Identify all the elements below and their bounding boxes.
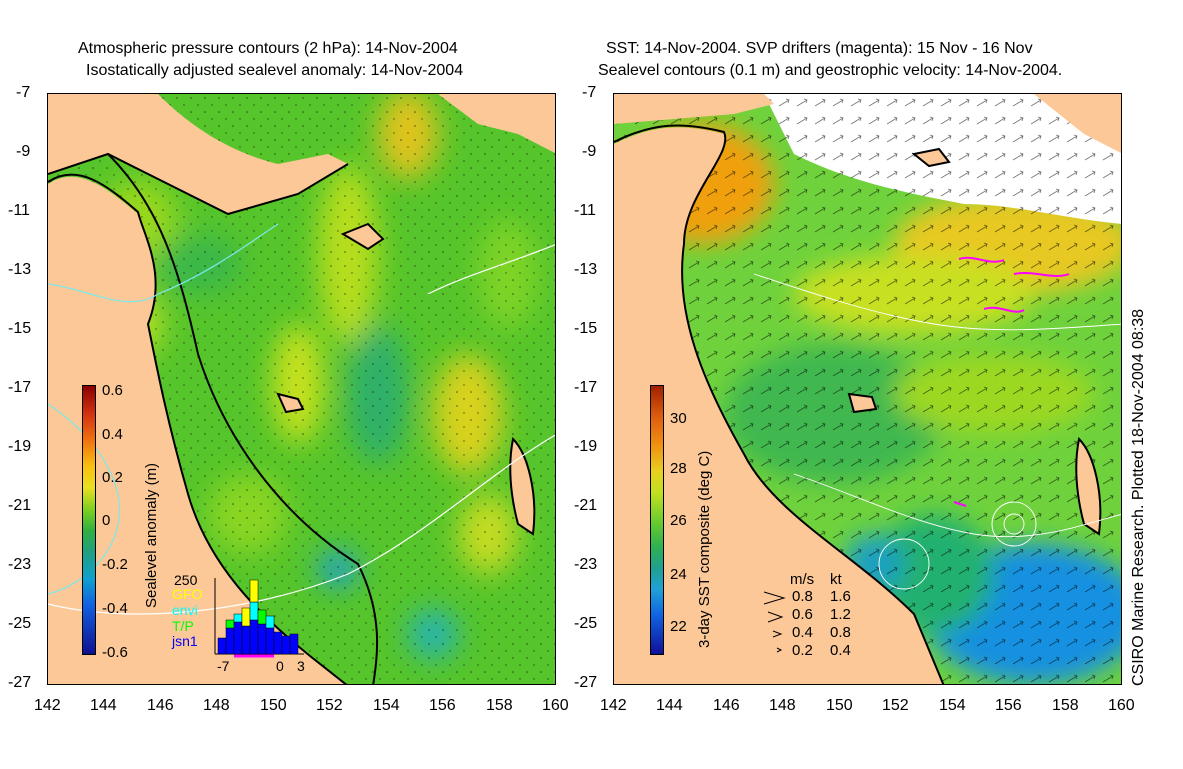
y-tick: -17 (8, 379, 32, 396)
sst-svg (614, 94, 1121, 684)
sealevel-colorbar (82, 385, 96, 655)
velocity-row-ms: 0.2 (792, 642, 813, 659)
left-title-line2: Isostatically adjusted sealevel anomaly:… (86, 62, 464, 79)
legend-envi: envi (172, 602, 198, 618)
y-tick: -13 (8, 261, 32, 278)
velocity-row-kt: 0.8 (830, 624, 851, 641)
y-tick: -11 (574, 202, 596, 219)
y-tick: -11 (8, 202, 30, 219)
histogram-xtick: 0 (276, 658, 284, 674)
x-tick: 144 (90, 697, 117, 714)
x-tick: 146 (147, 697, 174, 714)
y-tick: -7 (16, 84, 31, 101)
y-tick: -25 (8, 615, 32, 632)
sealevel-anomaly-svg (48, 94, 555, 684)
histogram-bars (214, 578, 304, 658)
colorbar-label: 3-day SST composite (deg C) (696, 450, 713, 648)
y-tick: -15 (574, 320, 598, 337)
colorbar-tick: 0.4 (102, 426, 123, 443)
legend-jsn1: jsn1 (172, 633, 198, 649)
velocity-row-ms: 0.4 (792, 624, 813, 641)
left-title-line1: Atmospheric pressure contours (2 hPa): 1… (78, 40, 458, 57)
colorbar-tick: 0.2 (102, 469, 123, 486)
colorbar-tick: 0.6 (102, 382, 123, 399)
x-tick: 150 (826, 697, 853, 714)
colorbar-tick: -0.6 (102, 644, 128, 661)
credit-text: CSIRO Marine Research. Plotted 18-Nov-20… (1130, 308, 1147, 686)
velocity-header-kt: kt (830, 571, 842, 588)
y-tick: -9 (16, 143, 31, 160)
x-tick: 160 (542, 697, 569, 714)
velocity-row-kt: 0.4 (830, 642, 851, 659)
x-tick: 158 (486, 697, 513, 714)
colorbar-tick: 0 (102, 512, 111, 529)
y-tick: -9 (582, 143, 597, 160)
y-tick: -23 (8, 556, 32, 573)
histogram-xtick: -7 (217, 658, 230, 674)
x-tick: 146 (713, 697, 740, 714)
colorbar-tick: 28 (670, 460, 687, 477)
y-tick: -7 (582, 84, 597, 101)
y-tick: -25 (574, 615, 598, 632)
velocity-row-kt: 1.6 (830, 588, 851, 605)
y-tick: -15 (8, 320, 32, 337)
colorbar-tick: 26 (670, 512, 687, 529)
velocity-row-kt: 1.2 (830, 606, 851, 623)
right-title-line1: SST: 14-Nov-2004. SVP drifters (magenta)… (606, 40, 1033, 57)
y-tick: -17 (574, 379, 598, 396)
x-tick: 158 (1052, 697, 1079, 714)
sst-colorbar (650, 385, 664, 655)
x-tick: 154 (373, 697, 400, 714)
legend-gfo: GFO (172, 586, 203, 602)
velocity-row-ms: 0.8 (792, 588, 813, 605)
velocity-row-ms: 0.6 (792, 606, 813, 623)
x-tick: 142 (34, 697, 61, 714)
colorbar-tick: 30 (670, 410, 687, 427)
x-tick: 156 (429, 697, 456, 714)
x-tick: 154 (939, 697, 966, 714)
colorbar-tick: -0.2 (102, 556, 128, 573)
velocity-arrows (763, 591, 786, 653)
x-tick: 160 (1108, 697, 1135, 714)
right-title-line2: Sealevel contours (0.1 m) and geostrophi… (598, 62, 1063, 79)
y-tick: -21 (574, 497, 598, 514)
x-tick: 148 (203, 697, 230, 714)
x-tick: 152 (316, 697, 343, 714)
velocity-header-ms: m/s (790, 571, 815, 588)
y-tick: -21 (8, 497, 32, 514)
colorbar-label: Sealevel anomaly (m) (143, 462, 160, 608)
histogram-xtick: 3 (297, 658, 305, 674)
sst-map (613, 93, 1122, 685)
sealevel-anomaly-map (47, 93, 556, 685)
legend-tp: T/P (172, 618, 194, 634)
x-tick: 156 (995, 697, 1022, 714)
x-tick: 142 (600, 697, 627, 714)
colorbar-tick: -0.4 (102, 600, 128, 617)
colorbar-tick: 24 (670, 566, 687, 583)
x-tick: 144 (656, 697, 683, 714)
y-tick: -13 (574, 261, 598, 278)
x-tick: 150 (260, 697, 287, 714)
y-tick: -19 (574, 438, 598, 455)
y-tick: -19 (8, 438, 32, 455)
x-tick: 148 (769, 697, 796, 714)
colorbar-tick: 22 (670, 618, 687, 635)
x-tick: 152 (882, 697, 909, 714)
histogram-ymax: 250 (174, 572, 198, 588)
y-tick: -23 (574, 556, 598, 573)
y-tick: -27 (8, 674, 32, 691)
y-tick: -27 (574, 674, 598, 691)
